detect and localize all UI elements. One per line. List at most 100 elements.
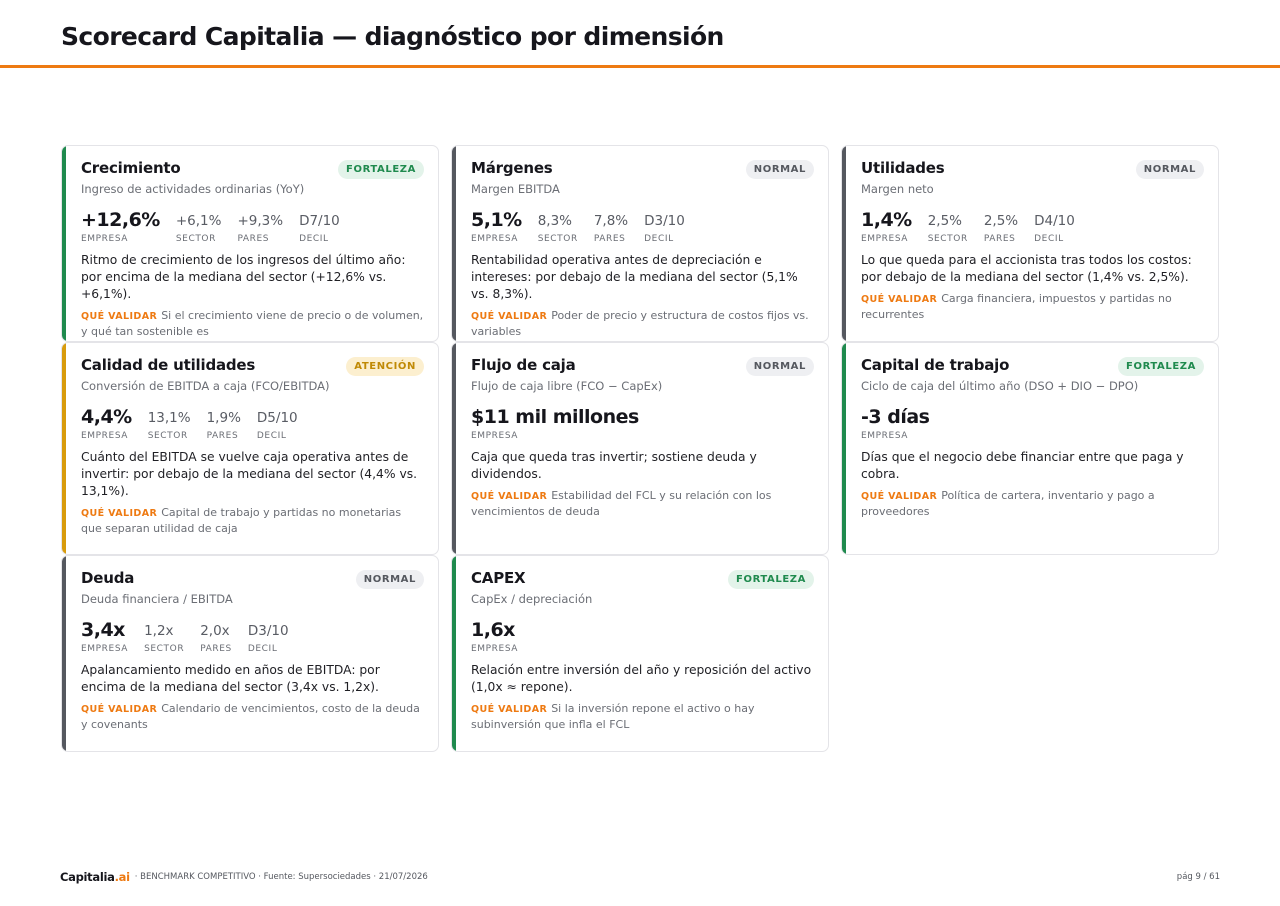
- validation-note: QUÉ VALIDAR Poder de precio y estructura …: [471, 308, 814, 339]
- metric-pares: 2,0x PARES: [200, 619, 232, 654]
- metric-decil: D5/10 DECIL: [257, 406, 298, 441]
- metric-empresa: 1,6x EMPRESA: [471, 619, 518, 654]
- metrics-row: 1,6x EMPRESA: [471, 619, 814, 654]
- card-description: Cuánto del EBITDA se vuelve caja operati…: [81, 450, 418, 498]
- metric-sector: 8,3% SECTOR: [538, 209, 578, 244]
- card-description: Ritmo de crecimiento de los ingresos del…: [81, 253, 406, 301]
- metric-pares-value: 7,8%: [593, 213, 629, 229]
- metric-pares-value: 2,0x: [200, 623, 230, 639]
- metrics-row: 3,4x EMPRESA 1,2x SECTOR 2,0x PARES D3/1…: [81, 619, 424, 654]
- metric-sector-label: SECTOR: [927, 234, 968, 244]
- metric-pares-value: 1,9%: [206, 410, 241, 426]
- metric-empresa: +12,6% EMPRESA: [81, 209, 160, 244]
- card-margenes: Márgenes NORMAL Margen EBITDA 5,1% EMPRE…: [451, 145, 829, 342]
- metrics-row: 5,1% EMPRESA 8,3% SECTOR 7,8% PARES D3/1…: [471, 209, 814, 244]
- status-badge: FORTALEZA: [728, 570, 814, 589]
- status-badge: FORTALEZA: [338, 160, 424, 179]
- metric-pares-value: 2,5%: [983, 213, 1019, 229]
- metric-empresa: 3,4x EMPRESA: [81, 619, 128, 654]
- validation-note: QUÉ VALIDAR Estabilidad del FCL y su rela…: [471, 488, 814, 519]
- card-title: Capital de trabajo: [861, 356, 1010, 374]
- metrics-row: -3 días EMPRESA: [861, 406, 1204, 441]
- card-description: Lo que queda para el accionista tras tod…: [861, 253, 1192, 284]
- metric-decil-value: D5/10: [256, 410, 298, 426]
- metrics-row: +12,6% EMPRESA +6,1% SECTOR +9,3% PARES …: [81, 209, 424, 244]
- validation-keyword: QUÉ VALIDAR: [471, 311, 548, 322]
- validation-keyword: QUÉ VALIDAR: [81, 508, 158, 519]
- card-description: Días que el negocio debe financiar entre…: [861, 450, 1184, 481]
- metric-pares-value: +9,3%: [237, 213, 284, 229]
- card-title: Calidad de utilidades: [81, 356, 256, 374]
- card-title: Deuda: [81, 569, 135, 587]
- metric-empresa-value: $11 mil millones: [471, 406, 639, 428]
- metric-sector-label: SECTOR: [537, 234, 578, 244]
- metric-empresa-label: EMPRESA: [861, 431, 909, 441]
- card-title: Flujo de caja: [471, 356, 576, 374]
- footer-left: Capitalia.ai · BENCHMARK COMPETITIVO · F…: [60, 870, 428, 884]
- card-title: Utilidades: [861, 159, 945, 177]
- metric-sector-value: 13,1%: [147, 410, 191, 426]
- status-badge: NORMAL: [745, 160, 814, 179]
- metric-decil-label: DECIL: [299, 234, 329, 244]
- validation-keyword: QUÉ VALIDAR: [861, 491, 938, 502]
- metric-empresa-value: 4,4%: [81, 406, 132, 428]
- metric-decil-label: DECIL: [247, 644, 278, 654]
- metric-pares-label: PARES: [983, 234, 1016, 244]
- card-flujo-caja: Flujo de caja NORMAL Flujo de caja libre…: [451, 342, 829, 555]
- validation-text: Capital de trabajo y partidas no monetar…: [81, 506, 402, 535]
- metric-decil: D3/10 DECIL: [248, 619, 289, 654]
- validation-keyword: QUÉ VALIDAR: [861, 294, 938, 305]
- metric-pares: +9,3% PARES: [237, 209, 283, 244]
- metric-decil-label: DECIL: [1034, 234, 1064, 244]
- metric-empresa: -3 días EMPRESA: [861, 406, 930, 441]
- metric-sector-label: SECTOR: [175, 234, 216, 244]
- validation-keyword: QUÉ VALIDAR: [471, 704, 548, 715]
- status-badge: NORMAL: [745, 357, 814, 376]
- metric-decil: D7/10 DECIL: [299, 209, 340, 244]
- brand-logo: Capitalia.ai: [60, 870, 130, 884]
- metric-decil-value: D3/10: [644, 213, 685, 229]
- card-subtitle: Margen EBITDA: [471, 182, 560, 196]
- metric-empresa: $11 mil millones EMPRESA: [471, 406, 639, 441]
- brand-suffix: .ai: [114, 870, 130, 884]
- metric-sector-label: SECTOR: [144, 644, 185, 654]
- validation-note: QUÉ VALIDAR Calendario de vencimientos, c…: [81, 701, 424, 732]
- page-title: Scorecard Capitalia — diagnóstico por di…: [61, 22, 724, 51]
- validation-note: QUÉ VALIDAR Si el crecimiento viene de pr…: [81, 308, 424, 339]
- card-deuda: Deuda NORMAL Deuda financiera / EBITDA 3…: [61, 555, 439, 752]
- metric-empresa: 1,4% EMPRESA: [861, 209, 912, 244]
- metric-decil-value: D7/10: [299, 213, 340, 229]
- metric-sector-label: SECTOR: [147, 431, 188, 441]
- metric-empresa-label: EMPRESA: [471, 644, 519, 654]
- metric-pares-label: PARES: [200, 644, 232, 654]
- validation-keyword: QUÉ VALIDAR: [81, 704, 158, 715]
- metric-decil-value: D4/10: [1034, 213, 1075, 229]
- card-title: Márgenes: [471, 159, 553, 177]
- card-description: Caja que queda tras invertir; sostiene d…: [471, 450, 757, 481]
- title-divider: [0, 65, 1280, 68]
- metric-pares: 1,9% PARES: [207, 406, 241, 441]
- card-utilidades: Utilidades NORMAL Margen neto 1,4% EMPRE…: [841, 145, 1219, 342]
- metric-empresa-label: EMPRESA: [861, 234, 909, 244]
- brand-name: Capitalia: [60, 870, 115, 884]
- validation-note: QUÉ VALIDAR Si la inversión repone el act…: [471, 701, 814, 732]
- metric-decil: D3/10 DECIL: [644, 209, 685, 244]
- metrics-row: $11 mil millones EMPRESA: [471, 406, 814, 441]
- validation-note: QUÉ VALIDAR Carga financiera, impuestos y…: [861, 291, 1204, 322]
- card-description: Apalancamiento medido en años de EBITDA:…: [81, 663, 380, 694]
- validation-text: Política de cartera, inventario y pago a…: [861, 489, 1155, 518]
- metric-sector-value: 2,5%: [927, 213, 963, 229]
- metric-pares: 7,8% PARES: [594, 209, 628, 244]
- card-subtitle: Flujo de caja libre (FCO − CapEx): [471, 379, 663, 393]
- metric-empresa-value: 1,4%: [861, 209, 912, 231]
- page-number: pág 9 / 61: [1176, 872, 1220, 882]
- metric-empresa: 4,4% EMPRESA: [81, 406, 132, 441]
- metric-empresa-value: 1,6x: [471, 619, 515, 641]
- status-badge: NORMAL: [1135, 160, 1204, 179]
- validation-text: Calendario de vencimientos, costo de la …: [81, 702, 420, 731]
- metric-pares-label: PARES: [593, 234, 626, 244]
- metric-empresa-label: EMPRESA: [471, 431, 519, 441]
- metric-decil-label: DECIL: [644, 234, 674, 244]
- page-footer: Capitalia.ai · BENCHMARK COMPETITIVO · F…: [60, 870, 1220, 884]
- metric-sector-value: 8,3%: [537, 213, 573, 229]
